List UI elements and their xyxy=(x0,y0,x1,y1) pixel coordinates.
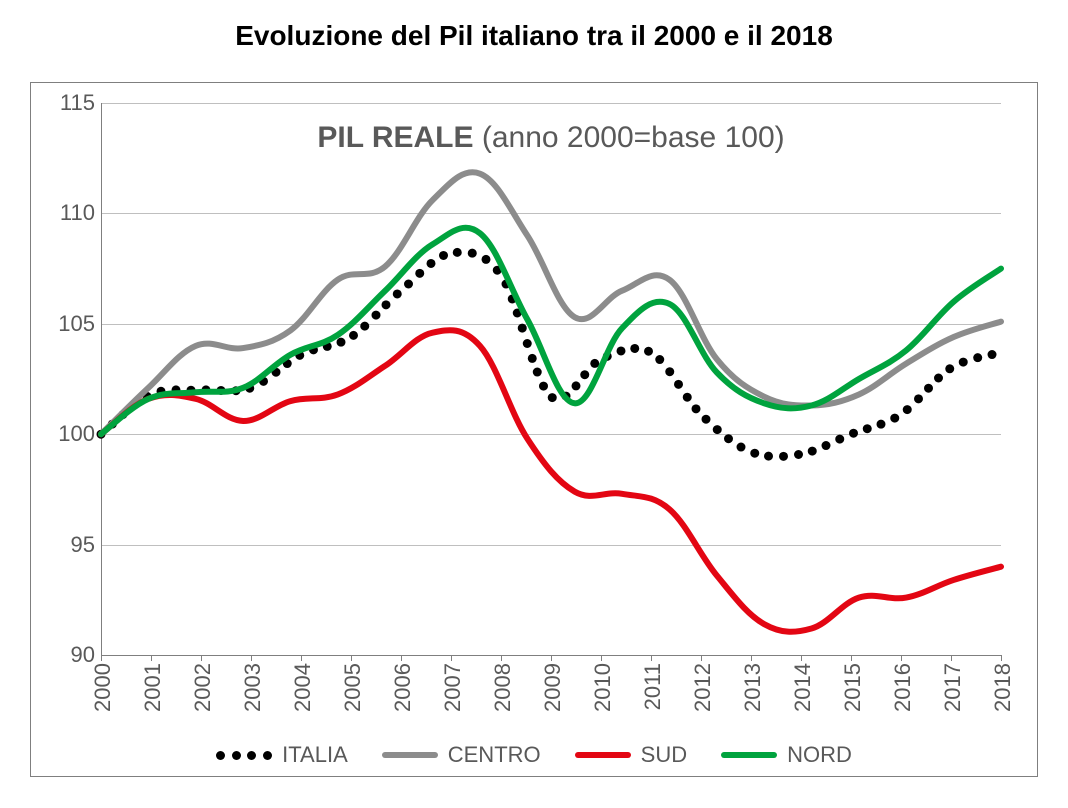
x-tick-label: 2015 xyxy=(836,663,866,712)
x-tick xyxy=(801,655,802,661)
legend-swatch xyxy=(382,752,438,758)
legend-label: NORD xyxy=(787,742,852,768)
y-tick-label: 115 xyxy=(60,90,101,116)
x-tick-label: 2013 xyxy=(736,663,766,712)
legend-swatch xyxy=(721,752,777,758)
y-tick-label: 95 xyxy=(71,532,101,558)
x-tick-label: 2014 xyxy=(786,663,816,712)
x-tick xyxy=(501,655,502,661)
x-tick xyxy=(651,655,652,661)
x-tick xyxy=(601,655,602,661)
plot-area: PIL REALE (anno 2000=base 100) 909510010… xyxy=(101,103,1001,655)
x-tick xyxy=(251,655,252,661)
x-tick xyxy=(201,655,202,661)
x-tick-label: 2017 xyxy=(936,663,966,712)
x-tick xyxy=(401,655,402,661)
x-tick xyxy=(701,655,702,661)
x-tick-label: 2010 xyxy=(586,663,616,712)
x-tick-label: 2012 xyxy=(686,663,716,712)
x-tick-label: 2002 xyxy=(186,663,216,712)
x-tick xyxy=(551,655,552,661)
x-tick xyxy=(351,655,352,661)
x-tick-label: 2008 xyxy=(486,663,516,712)
page: Evoluzione del Pil italiano tra il 2000 … xyxy=(0,0,1068,808)
x-tick xyxy=(451,655,452,661)
legend-item-centro: CENTRO xyxy=(382,742,541,768)
x-tick xyxy=(951,655,952,661)
x-tick xyxy=(851,655,852,661)
chart-container: PIL REALE (anno 2000=base 100) 909510010… xyxy=(30,82,1038,777)
x-tick-label: 2003 xyxy=(236,663,266,712)
y-tick-label: 110 xyxy=(60,200,101,226)
page-title: Evoluzione del Pil italiano tra il 2000 … xyxy=(0,20,1068,52)
y-tick-label: 105 xyxy=(58,311,101,337)
legend-item-nord: NORD xyxy=(721,742,852,768)
x-tick-label: 2006 xyxy=(386,663,416,712)
series-svg xyxy=(101,103,1001,655)
x-tick-label: 2018 xyxy=(986,663,1016,712)
x-tick-label: 2004 xyxy=(286,663,316,712)
x-tick-label: 2011 xyxy=(636,663,666,710)
x-tick-label: 2016 xyxy=(886,663,916,712)
legend: ITALIA CENTRO SUD NORD xyxy=(31,742,1037,768)
legend-swatch xyxy=(216,750,272,760)
x-tick-label: 2005 xyxy=(336,663,366,712)
x-tick xyxy=(151,655,152,661)
legend-label: CENTRO xyxy=(448,742,541,768)
legend-label: ITALIA xyxy=(282,742,348,768)
y-tick-label: 100 xyxy=(58,421,101,447)
x-tick-label: 2007 xyxy=(436,663,466,712)
x-tick-label: 2001 xyxy=(136,663,166,712)
x-tick-label: 2000 xyxy=(86,663,116,712)
series-nord xyxy=(101,228,1001,434)
legend-item-italia: ITALIA xyxy=(216,742,348,768)
legend-item-sud: SUD xyxy=(575,742,687,768)
legend-label: SUD xyxy=(641,742,687,768)
x-tick-label: 2009 xyxy=(536,663,566,712)
x-tick xyxy=(751,655,752,661)
x-tick xyxy=(1001,655,1002,661)
legend-swatch xyxy=(575,752,631,758)
x-tick xyxy=(301,655,302,661)
x-tick xyxy=(901,655,902,661)
x-tick xyxy=(101,655,102,661)
